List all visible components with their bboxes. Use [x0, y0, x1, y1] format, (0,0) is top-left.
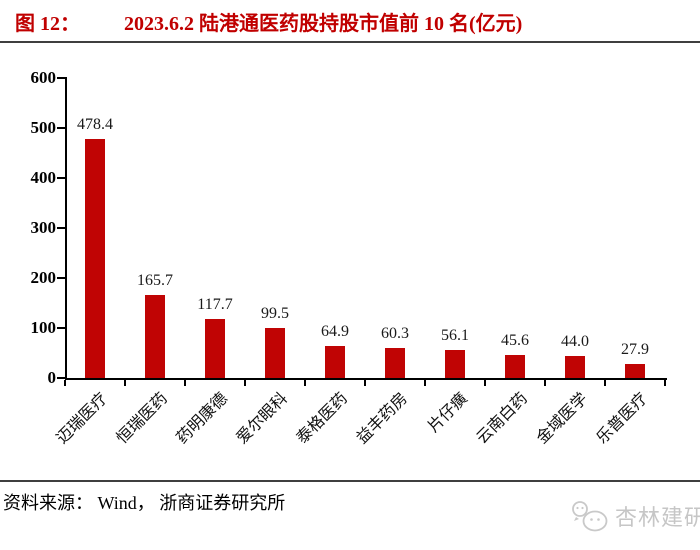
bar: [325, 346, 345, 378]
bar-value-label: 99.5: [261, 305, 289, 322]
x-axis-tick: [484, 380, 486, 386]
bar: [145, 295, 165, 378]
figure-header: 图 12： 2023.6.2 陆港通医药股持股市值前 10 名(亿元): [15, 7, 522, 36]
x-axis-line: [65, 378, 667, 380]
x-axis-tick: [64, 380, 66, 386]
figure-title: 2023.6.2 陆港通医药股持股市值前 10 名(亿元): [124, 13, 523, 35]
x-axis-tick: [424, 380, 426, 386]
bar: [445, 350, 465, 378]
x-axis-tick: [244, 380, 246, 386]
bar: [385, 348, 405, 378]
y-tick-label: 300: [30, 218, 57, 237]
bar: [625, 364, 645, 378]
bar-value-label: 64.9: [321, 323, 349, 340]
y-axis-tick: [57, 177, 65, 179]
bar-value-label: 45.6: [501, 332, 529, 349]
x-axis-tick: [184, 380, 186, 386]
x-axis-tick: [124, 380, 126, 386]
x-axis-tick: [544, 380, 546, 386]
y-axis-tick: [57, 327, 65, 329]
bar: [265, 328, 285, 378]
bar-value-label: 44.0: [561, 333, 589, 350]
y-axis-tick: [57, 277, 65, 279]
bar: [205, 319, 225, 378]
x-axis-tick: [364, 380, 366, 386]
wechat-chat-bubbles-icon: [572, 501, 608, 532]
y-tick-label: 600: [30, 68, 57, 87]
data-source-text: 资料来源： Wind， 浙商证券研究所: [3, 493, 286, 513]
bar-value-label: 56.1: [441, 327, 469, 344]
watermark: 杏林建研: [570, 499, 700, 533]
footer-divider-line: [0, 480, 700, 482]
bar-value-label: 27.9: [621, 341, 649, 358]
y-tick-label: 0: [47, 368, 57, 387]
bar-chart: 0 100 200 300 400 500 600 478.4 迈瑞医疗 165.7 恒瑞医药 117…: [30, 68, 667, 447]
y-tick-label: 200: [30, 268, 57, 287]
y-axis-line: [65, 77, 67, 380]
x-axis-tick: [604, 380, 606, 386]
figure-number-label: 图 12：: [15, 13, 80, 35]
bar: [505, 355, 525, 378]
x-axis-tick: [304, 380, 306, 386]
bar: [565, 356, 585, 378]
x-axis-tick: [664, 380, 666, 386]
y-tick-label: 100: [30, 318, 57, 337]
y-axis-tick: [57, 377, 65, 379]
y-tick-label: 500: [30, 118, 57, 137]
bar-value-label: 60.3: [381, 325, 409, 342]
y-tick-label: 400: [30, 168, 57, 187]
bar-value-label: 478.4: [77, 116, 113, 133]
y-axis-tick: [57, 127, 65, 129]
bar: [85, 139, 105, 378]
y-axis-tick: [57, 227, 65, 229]
header-divider-line: [0, 41, 700, 43]
bar-value-label: 117.7: [197, 296, 233, 313]
y-axis-tick: [57, 77, 65, 79]
bar-value-label: 165.7: [137, 272, 173, 289]
watermark-text: 杏林建研: [615, 505, 700, 530]
